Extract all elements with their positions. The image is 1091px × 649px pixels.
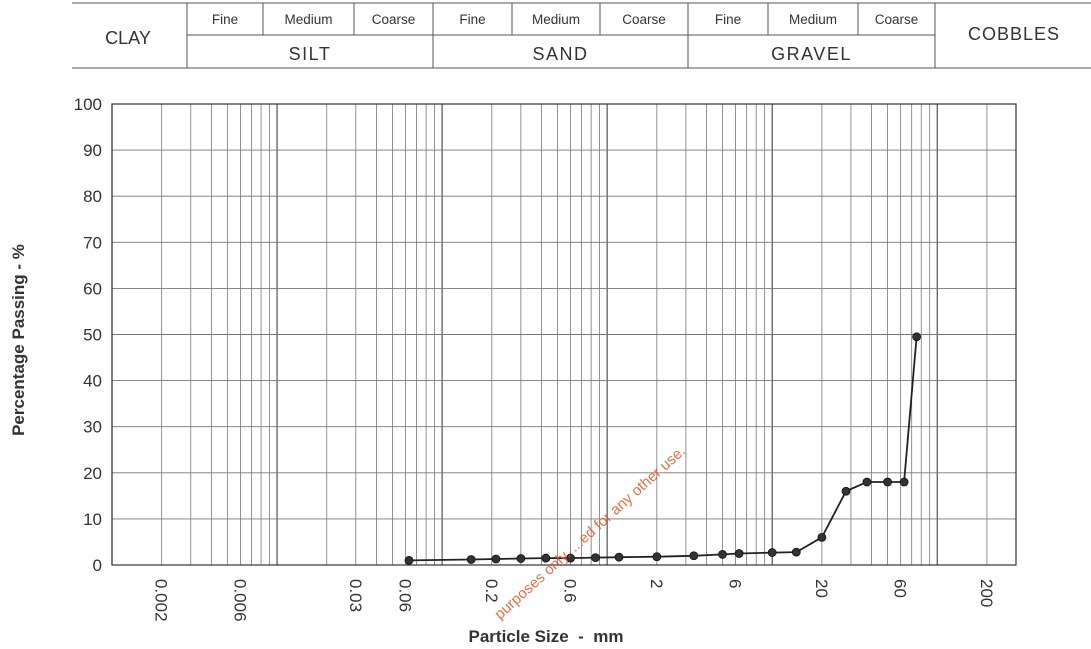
data-point (404, 555, 414, 565)
horizontal-grid (112, 103, 1016, 566)
data-point (862, 477, 872, 487)
x-tick-label: 60 (891, 579, 910, 598)
silt-label: SILT (289, 44, 332, 64)
x-tick-labels: 0.002 0.006 0.03 0.06 0.2 0.6 2 6 20 60 200 (152, 579, 996, 622)
x-tick-label: 2 (647, 579, 666, 588)
gravel-medium-label: Medium (789, 12, 837, 27)
x-tick-label: 200 (977, 579, 996, 607)
data-point (841, 486, 851, 496)
data-point (466, 555, 476, 564)
sand-medium-label: Medium (532, 12, 580, 27)
data-point (689, 551, 699, 561)
data-point (817, 532, 827, 542)
y-tick-label: 20 (83, 464, 102, 483)
x-tick-label: 0.06 (395, 579, 414, 612)
data-point (791, 547, 801, 557)
y-tick-labels: 0 10 20 30 40 50 60 70 80 90 100 (74, 95, 102, 575)
soil-classification-table: CLAY COBBLES Fine Medium Coarse SILT Fine Mediu… (72, 2, 1091, 69)
data-point (912, 332, 922, 342)
gravel-label: GRAVEL (771, 44, 852, 64)
data-point (883, 477, 892, 487)
y-tick-label: 50 (83, 326, 102, 345)
data-point (614, 552, 624, 562)
y-tick-label: 80 (83, 187, 102, 206)
plot-frame (111, 103, 1017, 566)
x-axis-label: Particle Size - mm (469, 627, 624, 646)
x-tick-label: 0.002 (152, 579, 171, 622)
sand-coarse-label: Coarse (622, 12, 666, 27)
x-tick-label: 0.6 (561, 579, 580, 603)
data-point (566, 553, 575, 563)
data-point (652, 552, 662, 562)
data-point (516, 554, 526, 563)
y-tick-label: 10 (83, 510, 102, 529)
data-point (541, 553, 551, 563)
sand-fine-label: Fine (459, 12, 485, 27)
x-tick-label: 6 (726, 579, 745, 588)
x-tick-label: 0.03 (346, 579, 365, 612)
x-tick-label: 20 (812, 579, 831, 598)
data-point (591, 553, 600, 563)
silt-coarse-label: Coarse (372, 12, 416, 27)
y-tick-label: 100 (74, 95, 102, 114)
y-tick-label: 70 (83, 233, 102, 252)
series-line (408, 336, 918, 562)
data-point (767, 548, 777, 557)
data-point (491, 554, 501, 564)
x-tick-label: 0.2 (482, 579, 501, 603)
gravel-coarse-label: Coarse (875, 12, 919, 27)
grading-curve (404, 332, 922, 565)
x-tick-label: 0.006 (230, 579, 249, 622)
data-point (734, 549, 744, 558)
sand-label: SAND (532, 44, 588, 64)
y-tick-label: 0 (93, 556, 102, 575)
y-tick-label: 90 (83, 141, 102, 160)
data-point (899, 477, 909, 487)
clay-label: CLAY (105, 28, 151, 48)
y-tick-label: 30 (83, 418, 102, 437)
y-tick-label: 60 (83, 279, 102, 298)
silt-medium-label: Medium (284, 12, 332, 27)
gravel-fine-label: Fine (715, 12, 741, 27)
silt-fine-label: Fine (212, 12, 238, 27)
y-axis-label: Percentage Passing - % (9, 244, 28, 436)
cobbles-label: COBBLES (968, 24, 1060, 44)
data-point (718, 549, 727, 559)
y-tick-label: 40 (83, 372, 102, 391)
